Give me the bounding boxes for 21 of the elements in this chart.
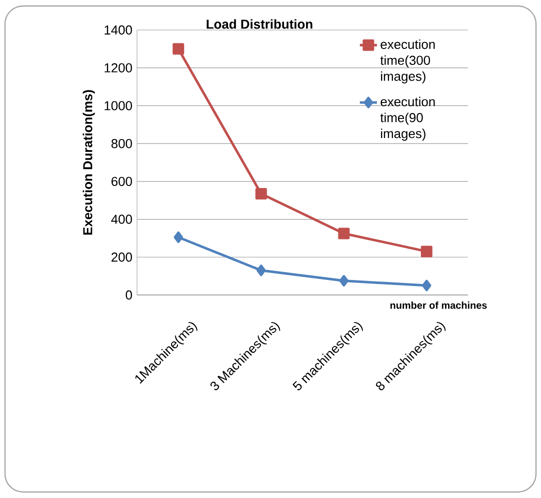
- y-tick-label: 800: [111, 138, 132, 148]
- y-tick-label: 1200: [104, 63, 132, 72]
- x-axis-title: number of machines: [390, 302, 487, 309]
- point: [174, 232, 184, 244]
- point: [339, 275, 349, 287]
- y-tick-label: 0: [126, 290, 132, 300]
- y-tick-label: 200: [112, 252, 132, 262]
- y-tick-label: 400: [111, 214, 132, 224]
- legend-label: execution time(300 images): [380, 39, 435, 84]
- point: [422, 280, 432, 292]
- y-tick-label: 1400: [104, 25, 132, 35]
- point: [256, 264, 266, 276]
- point: [338, 228, 350, 240]
- y-tick-label: 1000: [104, 101, 132, 110]
- point: [420, 246, 432, 258]
- point: [255, 188, 267, 200]
- y-tick-label: 600: [112, 176, 132, 186]
- chart-title: Load Distribution: [206, 19, 312, 29]
- point: [172, 43, 184, 55]
- legend-label: execution time(90 images): [380, 96, 435, 141]
- y-axis-title: Execution Duration(ms): [82, 90, 95, 235]
